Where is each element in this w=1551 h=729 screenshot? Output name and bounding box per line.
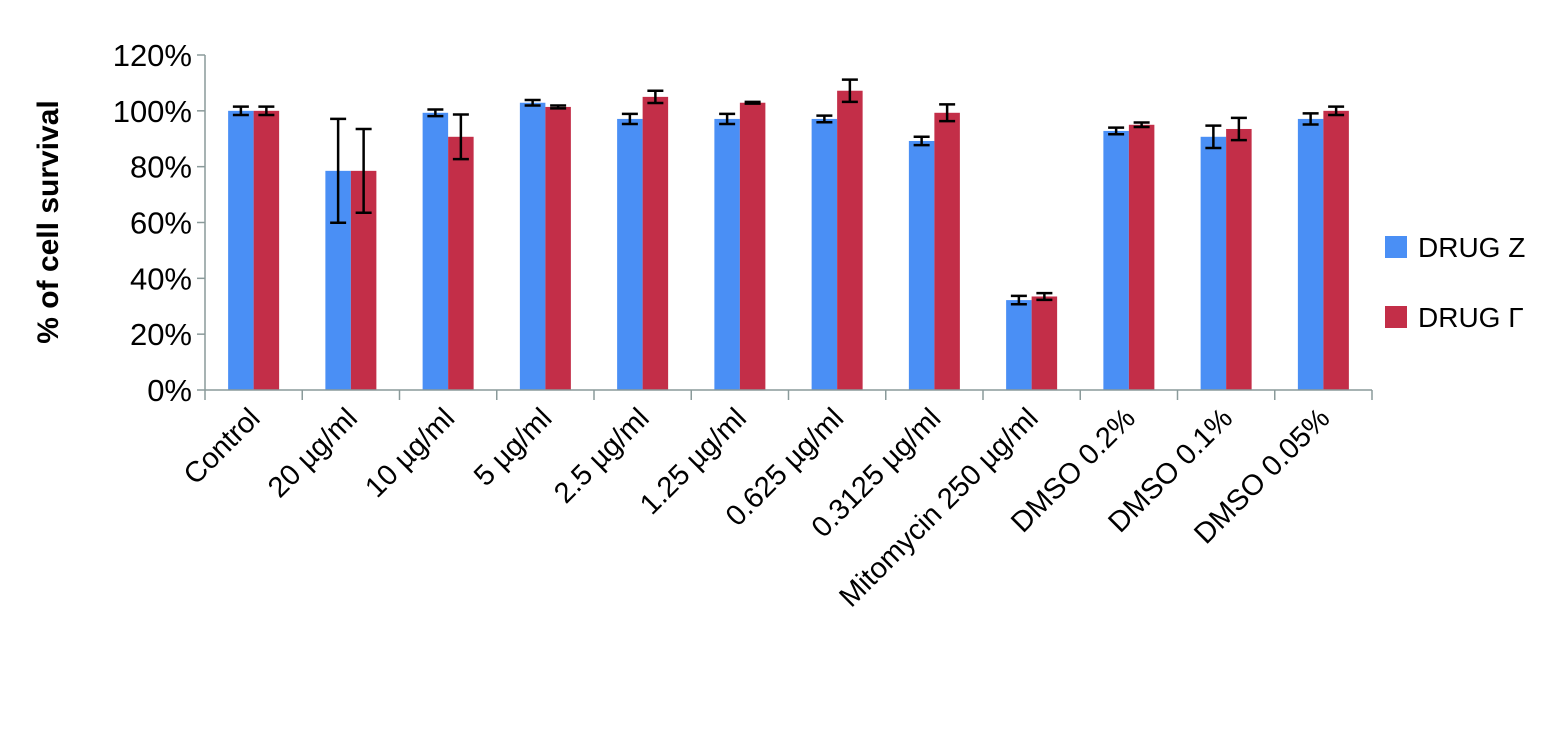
x-tick-label: 5 µg/ml xyxy=(468,402,558,492)
error-bar xyxy=(427,108,444,118)
x-tick-label: Control xyxy=(178,402,267,491)
error-bar xyxy=(816,114,833,124)
y-tick-label: 40% xyxy=(130,261,192,296)
error-bar xyxy=(719,112,736,126)
error-bar xyxy=(744,100,761,105)
error-bar xyxy=(913,135,930,147)
legend-swatch xyxy=(1385,306,1407,328)
y-axis-title: % of cell survival xyxy=(32,100,65,343)
error-bar xyxy=(1108,126,1125,136)
y-tick-label: 120% xyxy=(113,38,192,73)
error-bar xyxy=(550,104,567,110)
error-bar xyxy=(524,98,541,107)
error-bar xyxy=(330,117,347,225)
bar-drug-z xyxy=(617,118,643,390)
y-tick-label: 20% xyxy=(130,317,192,352)
error-bar xyxy=(841,78,858,104)
error-bar xyxy=(1205,124,1222,150)
y-tick-label: 0% xyxy=(147,373,192,408)
bar-drug-z xyxy=(1103,130,1129,390)
bar-drug-z xyxy=(228,110,254,390)
bar-drug-gamma xyxy=(253,110,280,390)
error-bar xyxy=(1230,116,1247,142)
bar-drug-gamma xyxy=(642,96,669,390)
x-tick-label: 20 µg/ml xyxy=(262,402,364,504)
x-tick-label: 10 µg/ml xyxy=(359,402,461,504)
bar-drug-gamma xyxy=(1323,110,1349,390)
error-bar xyxy=(1328,105,1345,117)
bar-drug-gamma xyxy=(1226,128,1252,390)
error-bar xyxy=(1036,291,1053,302)
error-bar xyxy=(647,89,664,105)
y-tick-label: 80% xyxy=(130,150,192,185)
error-bar xyxy=(355,127,372,214)
bar-drug-gamma xyxy=(739,102,766,391)
error-bar xyxy=(1133,121,1150,129)
bar-drug-z xyxy=(1297,118,1324,390)
bar-drug-gamma xyxy=(545,106,571,391)
bar-drug-gamma xyxy=(837,90,863,390)
error-bar xyxy=(258,105,275,117)
bar-drug-z xyxy=(1200,136,1227,390)
error-bar xyxy=(452,113,469,161)
error-bar xyxy=(621,112,638,126)
bar-drug-z xyxy=(1006,300,1032,390)
bar-drug-z xyxy=(519,102,546,391)
legend-swatch xyxy=(1385,236,1407,258)
bar-drug-gamma xyxy=(934,112,960,390)
error-bar xyxy=(939,103,956,123)
bar-drug-z xyxy=(714,118,740,390)
bar-drug-gamma xyxy=(1031,296,1058,390)
bar-drug-z xyxy=(811,118,838,390)
error-bar xyxy=(1302,112,1319,126)
legend-label: DRUG Z xyxy=(1418,232,1525,263)
error-bar xyxy=(1010,294,1027,306)
bar-drug-gamma xyxy=(448,136,474,390)
y-tick-label: 60% xyxy=(130,206,192,241)
bar-drug-z xyxy=(422,112,449,390)
legend-label: DRUG Γ xyxy=(1418,302,1524,333)
y-tick-label: 100% xyxy=(113,94,192,129)
bar-drug-gamma xyxy=(1128,124,1155,391)
error-bar xyxy=(232,105,249,117)
bar-drug-z xyxy=(908,140,935,390)
